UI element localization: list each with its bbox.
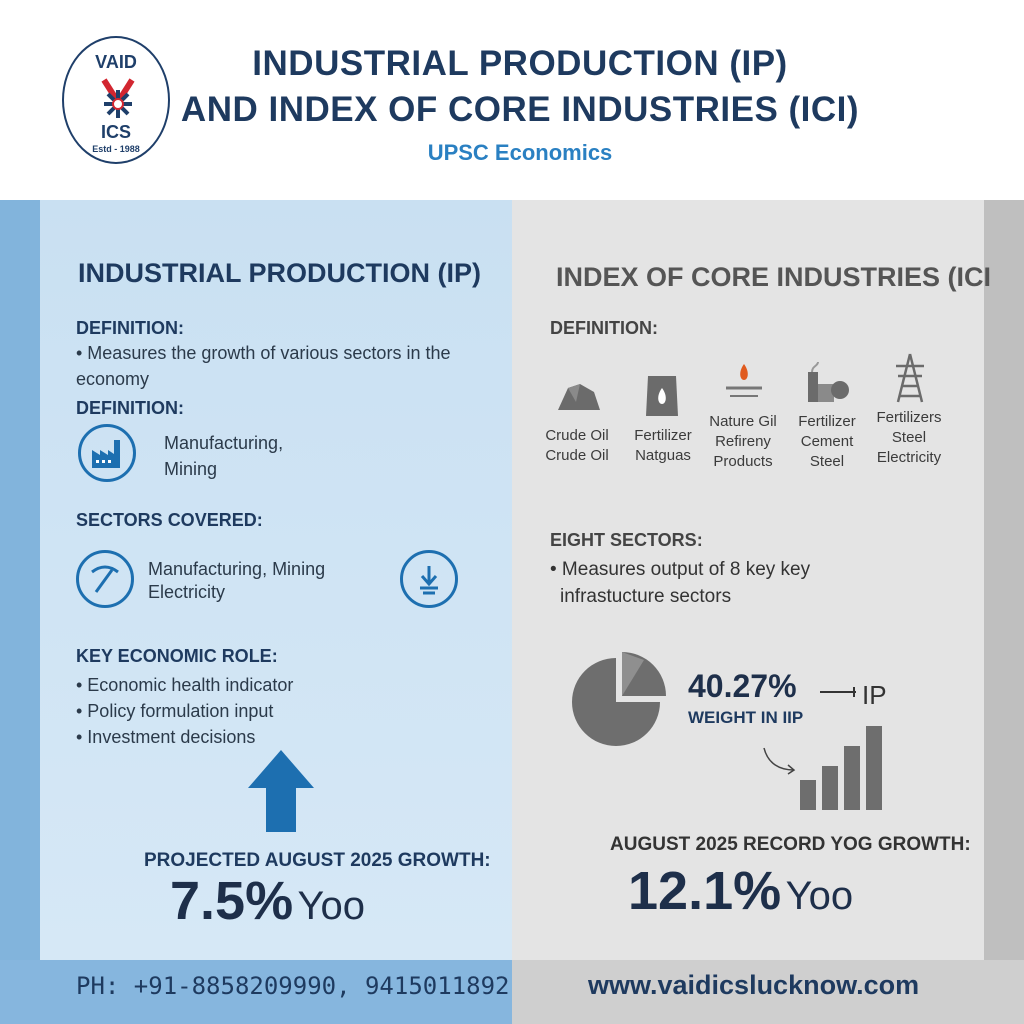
up-arrow-icon <box>248 750 314 832</box>
industry-4-line1: Fertilizer <box>798 413 856 430</box>
pickaxe-icon-circle <box>76 550 134 608</box>
footer-left <box>0 960 512 1024</box>
page-title-line1: INDUSTRIAL PRODUCTION (IP) <box>252 44 788 83</box>
ici-growth-value: 12.1% <box>628 861 782 921</box>
ip-role-3: • Investment decisions <box>76 727 256 747</box>
pie-chart-icon <box>572 652 666 746</box>
coal-icon <box>558 384 600 410</box>
ici-heading: INDEX OF CORE INDUSTRIES (ICI <box>556 262 992 292</box>
industry-5-line1: Fertilizers <box>876 409 942 426</box>
ici-eight-line2: infrastucture sectors <box>560 586 732 607</box>
ici-eight-line1: • Measures output of 8 key key <box>550 559 811 580</box>
vaidics-logo: VAID ICS Estd - 1988 <box>62 36 170 164</box>
logo-text-estd: Estd - 1988 <box>92 144 140 154</box>
left-edge-strip <box>0 200 40 960</box>
flame-pipe-icon <box>726 364 762 397</box>
industry-3-line2: Refireny <box>715 433 771 450</box>
industry-4: Fertilizer Cement Steel <box>782 412 872 472</box>
page-subtitle: UPSC Economics <box>427 140 613 165</box>
industry-1-line1: Crude Oil <box>545 427 609 444</box>
electricity-icon <box>420 566 438 595</box>
industry-3: Nature Gil Refireny Products <box>698 412 788 472</box>
footer-phone: PH: +91-8858209990, 9415011892 <box>76 972 510 1000</box>
ici-growth-label: AUGUST 2025 RECORD YOG GROWTH: <box>610 834 971 855</box>
ici-eight-label: EIGHT SECTORS: <box>550 530 703 550</box>
logo-emblem-icon <box>101 78 135 118</box>
ip-growth-unit: Yoo <box>297 884 366 928</box>
ip-heading: INDUSTRIAL PRODUCTION (IP) <box>78 258 481 288</box>
footer-right <box>512 960 1024 1024</box>
footer-website-link[interactable]: www.vaidicslucknow.com <box>588 970 920 1000</box>
ip-sectors-line1: Manufacturing, Mining <box>148 559 326 579</box>
page-title-line2: AND INDEX OF CORE INDUSTRIES (ICI) <box>180 90 860 129</box>
factory-icon-circle <box>78 424 136 482</box>
ici-definition-label: DEFINITION: <box>550 318 658 338</box>
pickaxe-icon <box>91 565 119 593</box>
curved-arrow-icon <box>763 747 796 775</box>
ici-growth: 12.1% Yoo <box>628 860 853 922</box>
industry-2-line2: Natguas <box>635 447 691 464</box>
industry-2: Fertilizer Natguas <box>618 426 708 466</box>
ip-growth: 7.5% Yoo <box>170 870 365 932</box>
industry-4-line3: Steel <box>809 453 845 470</box>
weight-label: WEIGHT IN IIP <box>688 708 804 727</box>
right-edge-strip <box>984 200 1024 960</box>
bar-growth-icon <box>800 726 882 810</box>
ip-role-1: • Economic health indicator <box>76 675 294 695</box>
ip-sectors-label: SECTORS COVERED: <box>76 510 263 530</box>
industry-5-line3: Electricity <box>876 449 942 466</box>
ip-sectors-line2: Electricity <box>148 582 226 602</box>
industry-5-line2: Steel <box>891 429 927 446</box>
header: VAID ICS Estd - 1988 INDUSTRIAL PRODUCTI… <box>0 0 1024 200</box>
power-tower-icon <box>896 353 924 403</box>
weight-value: 40.27% <box>688 668 797 704</box>
ici-growth-unit: Yoo <box>785 874 854 918</box>
industry-1: Crude Oil Crude Oil <box>532 426 622 466</box>
electricity-icon-circle <box>400 550 458 608</box>
industry-3-line1: Nature Gil <box>709 413 777 430</box>
industry-4-line2: Cement <box>800 433 854 450</box>
industry-5: Fertilizers Steel Electricity <box>864 408 954 468</box>
factory-icon <box>92 440 120 468</box>
industry-2-line1: Fertilizer <box>634 427 692 444</box>
industry-1-line2: Crude Oil <box>545 447 609 464</box>
ip-role-2: • Policy formulation input <box>76 701 274 721</box>
logo-text-vaid: VAID <box>95 52 137 72</box>
ici-panel <box>512 200 984 960</box>
ip-definition-text: • Measures the growth of various sectors… <box>76 343 451 389</box>
industry-3-line3: Products <box>713 453 773 470</box>
ip-definition2-items: Manufacturing, Mining <box>164 433 284 479</box>
ip-definition2-label: DEFINITION: <box>76 398 184 418</box>
ip-role-label: KEY ECONOMIC ROLE: <box>76 646 278 666</box>
arrow-right-icon <box>820 687 856 697</box>
ip-growth-label: PROJECTED AUGUST 2025 GROWTH: <box>144 850 491 871</box>
factory-mixer-icon <box>808 362 849 402</box>
ip-arrow-label: IP <box>862 680 887 710</box>
ip-growth-value: 7.5% <box>170 871 294 931</box>
gas-sack-icon <box>646 376 678 416</box>
logo-text-ics: ICS <box>100 122 131 142</box>
ip-definition-label: DEFINITION: <box>76 318 184 338</box>
